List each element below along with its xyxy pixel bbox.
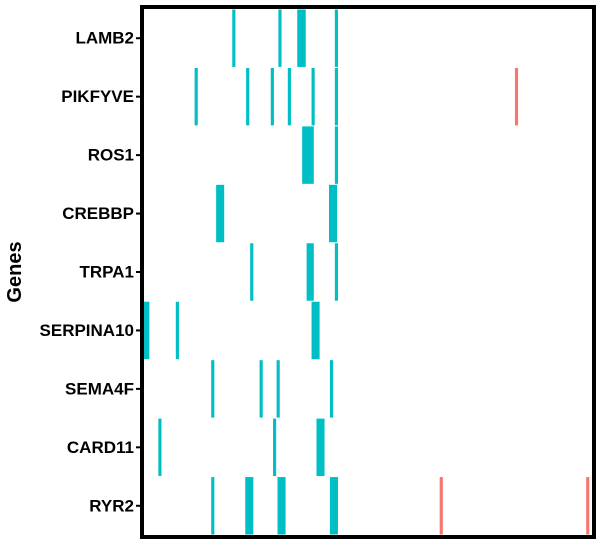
bar-card11 [158,418,162,477]
bar-crebbp [329,184,338,243]
bar-lamb2 [232,9,236,67]
y-tick-label: SEMA4F [65,379,134,398]
y-tick-label: PIKFYVE [61,87,134,106]
bar-pikfyve [287,67,291,126]
y-tick-label: LAMB2 [75,29,134,48]
bar-sema4f [276,360,280,418]
bar-serpina10 [175,301,179,360]
plot-frame [140,5,596,539]
bar-ryr2 [277,477,286,535]
bar-pikfyve [246,67,250,126]
plot-background [142,7,594,537]
bar-ryr2 [211,477,215,535]
bar-trpa1 [306,243,314,301]
bar-card11 [316,418,325,477]
bar-sema4f [259,360,263,418]
bar-trpa1 [250,243,254,301]
bar-ryr2 [439,477,443,535]
bar-serpina10 [311,301,320,360]
bar-card11 [273,418,277,477]
bar-sema4f [329,360,334,418]
bar-ros1 [302,126,314,184]
bar-sema4f [211,360,215,418]
bar-pikfyve [514,67,519,126]
bar-crebbp [216,184,225,243]
bar-serpina10 [144,301,150,360]
bar-lamb2 [297,9,306,67]
y-tick-label: CARD11 [67,438,134,457]
bar-pikfyve [194,67,198,126]
y-tick-label: TRPA1 [80,263,134,282]
bar-trpa1 [334,243,338,301]
bar-pikfyve [311,67,315,126]
bar-ros1 [334,126,338,184]
y-tick-label: SERPINA10 [40,321,134,340]
bar-lamb2 [278,9,282,67]
y-tick-labels: LAMB2 PIKFYVE ROS1 CREBBP TRPA1 SERPINA10 SEMA… [40,29,134,516]
y-tick-label: RYR2 [89,496,134,515]
bar-ryr2 [245,477,254,535]
bars-layer [144,9,590,535]
y-axis-title: Genes [4,241,26,302]
bar-pikfyve [334,67,338,126]
bar-ryr2 [329,477,338,535]
y-tick-label: CREBBP [62,204,134,223]
y-tick-label: ROS1 [88,146,134,165]
bar-pikfyve [270,67,274,126]
bar-ryr2 [586,477,590,535]
bar-lamb2 [334,9,338,67]
